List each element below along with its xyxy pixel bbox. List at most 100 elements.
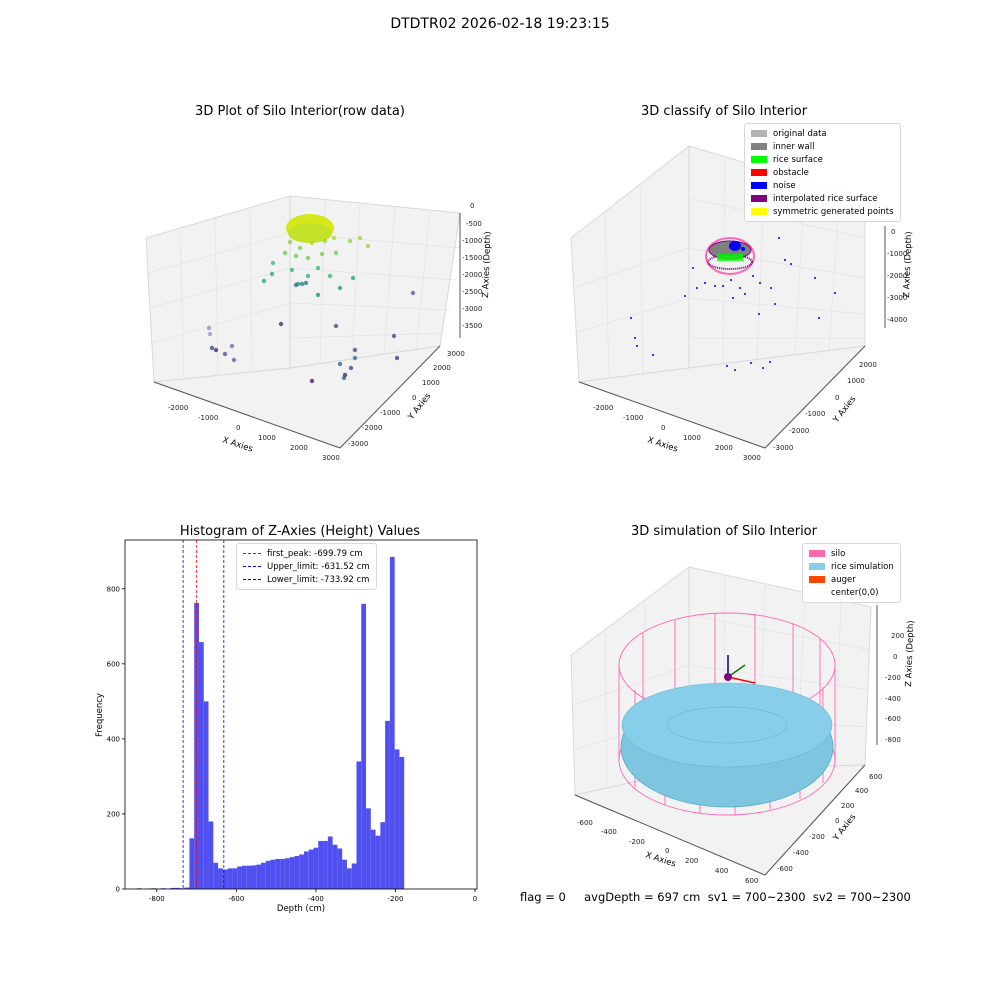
y-tick: 2000 — [859, 361, 877, 369]
legend-item-upper-limit: Upper_limit: -631.52 cm — [243, 560, 370, 573]
classify-noise-points — [630, 237, 836, 371]
y-tick: 200 — [841, 802, 854, 810]
y-tick: -600 — [777, 865, 793, 873]
histogram-bar-45 — [361, 603, 367, 889]
legend-label: Lower_limit: -733.92 cm — [267, 574, 370, 585]
simulation-z-label: Z Axies (Depth) — [904, 620, 916, 687]
raw-x-axis-line — [153, 381, 341, 449]
x-tick: 0 — [236, 424, 240, 432]
raw-x-ticks: -2000 -1000 0 1000 2000 3000 — [168, 404, 340, 462]
z-tick: -600 — [885, 715, 901, 723]
legend-label: Upper_limit: -631.52 cm — [267, 561, 370, 572]
histogram-bar-11 — [198, 642, 204, 889]
histogram-y-ticks: 0 200 400 600 800 — [107, 585, 125, 894]
histogram-bar-12 — [203, 701, 209, 889]
histogram-bar-26 — [270, 859, 276, 889]
histogram-bar-13 — [208, 821, 214, 889]
legend-item-noise: noise — [751, 179, 894, 192]
x-tick: -1000 — [623, 414, 643, 422]
legend-line — [243, 566, 261, 567]
legend-swatch — [751, 208, 767, 215]
legend-swatch — [751, 169, 767, 176]
classify-silo-cluster — [705, 237, 755, 275]
z-tick: -1000 — [887, 250, 907, 258]
legend-swatch — [751, 195, 767, 202]
classify-y-ticks: -3000 -2000 -1000 0 1000 2000 — [773, 361, 877, 452]
legend-label: interpolated rice surface — [773, 193, 878, 204]
histogram-legend: first_peak: -699.79 cm Upper_limit: -631… — [236, 543, 377, 590]
histogram-bar-29 — [284, 858, 290, 889]
raw-3d-plot: -2000 -1000 0 1000 2000 3000 X Axies -30… — [145, 195, 493, 462]
x-tick: 3000 — [322, 454, 340, 462]
histogram-bar-40 — [337, 848, 343, 889]
simulation-y-axis-line — [764, 764, 866, 876]
y-tick-label: 200 — [107, 810, 120, 818]
legend-item-center: center(0,0) — [809, 586, 894, 599]
z-tick: -4000 — [887, 316, 907, 324]
y-tick: -2000 — [789, 427, 809, 435]
histogram-bar-35 — [313, 847, 319, 889]
histogram-y-label: Frequency — [95, 693, 105, 737]
histogram-bar-23 — [256, 864, 262, 889]
raw-z-label: Z Axies (Depth) — [481, 231, 493, 298]
x-tick: 3000 — [743, 454, 761, 462]
x-tick-label: -400 — [308, 895, 324, 903]
histogram-bar-25 — [265, 860, 271, 889]
simulation-legend: silo rice simulation auger center(0,0) — [802, 543, 901, 603]
x-tick: -600 — [577, 819, 593, 827]
histogram-x-label: Depth (cm) — [277, 904, 325, 914]
histogram-bar-34 — [308, 849, 314, 889]
simulation-x-label: X Axies — [644, 850, 677, 869]
x-tick-label: 0 — [473, 895, 477, 903]
z-tick: -1500 — [462, 254, 482, 262]
histogram-bar-17 — [227, 868, 233, 889]
y-tick: 1000 — [422, 379, 440, 387]
simulation-3d-grid — [572, 574, 872, 789]
histogram-bar-46 — [366, 808, 371, 889]
x-tick: 400 — [715, 867, 728, 875]
histogram-bar-27 — [275, 858, 281, 889]
legend-item-obstacle: obstacle — [751, 166, 894, 179]
z-tick: 200 — [891, 632, 904, 640]
histogram-x-ticks: -800 -600 -400 -200 0 — [149, 889, 477, 903]
x-tick: -400 — [601, 828, 617, 836]
z-tick: -400 — [885, 695, 901, 703]
legend-item-interpolated: interpolated rice surface — [751, 192, 894, 205]
z-tick: -500 — [466, 220, 482, 228]
histogram-bar-53 — [399, 756, 405, 889]
legend-line — [243, 579, 261, 580]
z-tick: -3000 — [887, 294, 907, 302]
legend-label: rice surface — [773, 154, 823, 165]
x-tick: -200 — [629, 838, 645, 846]
x-tick-label: -600 — [228, 895, 244, 903]
y-tick: -400 — [793, 849, 809, 857]
y-tick: -1000 — [380, 409, 400, 417]
simulation-x-ticks: -600 -400 -200 0 200 400 600 — [577, 819, 758, 885]
histogram-bar-22 — [251, 865, 257, 889]
raw-y-axis-line — [339, 345, 441, 449]
y-tick: 0 — [412, 394, 416, 402]
histogram-bar-19 — [237, 866, 242, 889]
y-tick: 0 — [835, 817, 839, 825]
legend-swatch — [751, 130, 767, 137]
legend-label: auger — [831, 574, 856, 585]
x-tick-label: -800 — [149, 895, 165, 903]
y-tick-label: 0 — [116, 886, 120, 894]
legend-swatch — [809, 589, 825, 596]
figure-title: DTDTR02 2026-02-18 19:23:15 — [390, 16, 610, 32]
classify-3d-plot: -2000 -1000 0 1000 2000 3000 X Axies -30… — [570, 144, 914, 462]
y-tick: -1000 — [805, 410, 825, 418]
simulation-y-ticks: -600 -400 -200 0 200 400 600 — [777, 773, 882, 873]
x-tick-label: -200 — [388, 895, 404, 903]
legend-swatch — [809, 550, 825, 557]
legend-swatch — [751, 182, 767, 189]
z-tick: -800 — [885, 736, 901, 744]
histogram-bar-52 — [394, 749, 400, 889]
histogram-bar-9 — [189, 838, 195, 889]
y-tick-label: 400 — [107, 735, 120, 743]
histogram-bar-20 — [241, 865, 247, 889]
z-tick: 0 — [470, 202, 474, 210]
x-tick: -2000 — [168, 404, 188, 412]
histogram-bar-48 — [375, 835, 381, 889]
legend-swatch — [751, 143, 767, 150]
